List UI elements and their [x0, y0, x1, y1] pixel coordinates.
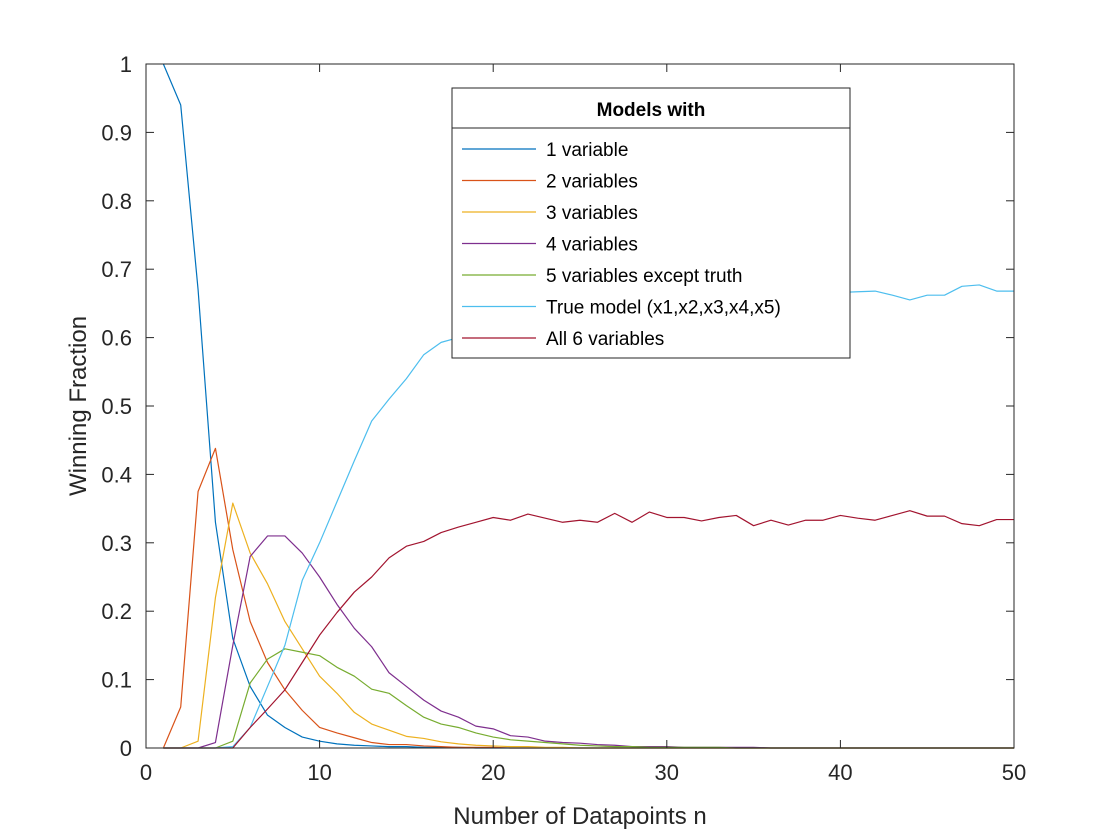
y-tick-label: 0.9 — [101, 120, 132, 145]
x-axis-label: Number of Datapoints n — [453, 803, 706, 830]
y-tick-label: 1 — [120, 52, 132, 77]
legend-title: Models with — [597, 100, 706, 121]
legend-item: True model (x1,x2,x3,x4,x5) — [462, 298, 781, 319]
y-axis-label: Winning Fraction — [65, 316, 92, 496]
legend-item: All 6 variables — [462, 329, 664, 350]
x-tick-label: 50 — [1002, 760, 1026, 785]
legend-label: 2 variables — [546, 172, 638, 193]
y-tick-label: 0.1 — [101, 668, 132, 693]
legend-item: 5 variables except truth — [462, 266, 742, 287]
series-line-7 — [163, 510, 1014, 749]
y-tick-label: 0.8 — [101, 189, 132, 214]
y-tick-label: 0.4 — [101, 462, 132, 487]
y-tick-label: 0.5 — [101, 394, 132, 419]
x-tick-label: 40 — [828, 760, 852, 785]
legend-label: 4 variables — [546, 235, 638, 256]
legend-item: 3 variables — [462, 203, 638, 224]
x-tick-label: 30 — [655, 760, 679, 785]
legend-items: 1 variable 2 variables 3 variables 4 variab… — [462, 140, 781, 350]
legend-label: True model (x1,x2,x3,x4,x5) — [546, 298, 781, 319]
legend-label: 5 variables except truth — [546, 266, 742, 287]
legend-label: 3 variables — [546, 203, 638, 224]
y-tick-label: 0.6 — [101, 326, 132, 351]
legend-item: 2 variables — [462, 172, 638, 193]
legend-item: 4 variables — [462, 235, 638, 256]
x-tick-label: 0 — [140, 760, 152, 785]
y-tick-label: 0.7 — [101, 257, 132, 282]
y-tick-label: 0.3 — [101, 531, 132, 556]
x-tick-label: 20 — [481, 760, 505, 785]
y-tick-label: 0.2 — [101, 599, 132, 624]
legend-label: 1 variable — [546, 140, 628, 161]
x-tick-label: 10 — [307, 760, 331, 785]
ticks-layer: 0 10 20 30 40 50 0 0.1 0.2 0.3 0.4 0.5 0.6 0.7 0.8 0.9 1 — [101, 52, 1026, 785]
legend-box — [451, 87, 851, 359]
legend-label: All 6 variables — [546, 329, 664, 350]
legend: Models with 1 variable 2 variables 3 varia… — [451, 87, 851, 359]
legend-item: 1 variable — [462, 140, 628, 161]
y-tick-label: 0 — [120, 736, 132, 761]
